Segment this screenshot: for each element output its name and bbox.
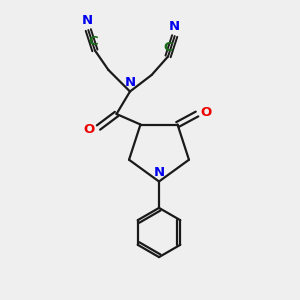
Text: N: N	[153, 166, 165, 179]
Text: O: O	[84, 122, 95, 136]
Text: N: N	[124, 76, 136, 89]
Text: N: N	[169, 20, 180, 33]
Text: N: N	[82, 14, 93, 27]
Text: C: C	[164, 41, 173, 54]
Text: C: C	[88, 35, 98, 48]
Text: O: O	[201, 106, 212, 119]
